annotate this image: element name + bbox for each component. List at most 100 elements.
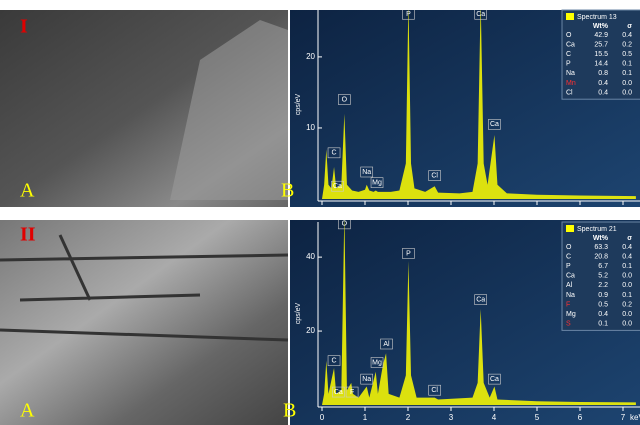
table-header: σ [627,235,632,242]
x-tick-label: 2 [406,413,411,422]
table-cell: 42.9 [594,32,608,39]
table-cell: 0.1 [622,70,632,77]
y-axis-label: cps/eV [295,93,302,115]
table-cell: 0.4 [598,311,608,318]
table-cell: Ca [566,273,575,280]
legend-swatch [566,13,574,20]
table-cell: 0.4 [622,32,632,39]
y-tick-label: 40 [306,252,315,261]
x-tick-label: 1 [363,207,368,216]
peak-label: Al [383,341,390,348]
peak-label: C [332,150,337,157]
table-cell: 0.0 [622,321,632,328]
x-axis-label: keV [630,413,640,422]
table-cell: 0.0 [622,89,632,96]
table-cell: 14.4 [594,61,608,68]
legend-swatch [566,225,574,232]
y-axis-label: cps/eV [295,302,302,324]
table-cell: P [566,263,571,270]
x-tick-label: 6 [578,207,583,216]
table-header: Wt% [593,235,609,242]
peak-label: Ca [334,389,343,396]
table-cell: 0.0 [622,282,632,289]
table-cell: P [566,61,571,68]
image-label: A [20,400,35,422]
peak-label: F [350,389,354,396]
peak-label: P [406,11,411,18]
panel-label: II [20,224,36,246]
x-tick-label: 4 [492,207,497,216]
table-cell: 0.2 [622,301,632,308]
peak-label: Ca [333,183,342,190]
peak-label: Na [362,169,371,176]
table-cell: 0.1 [622,61,632,68]
table-cell: 0.4 [598,89,608,96]
table-cell: 25.7 [594,41,608,48]
table-cell: Mn [566,80,576,87]
table-cell: C [566,51,571,58]
peak-label: Ca [476,11,485,18]
table-cell: 0.0 [622,273,632,280]
peak-label: Cl [431,387,438,394]
table-cell: Na [566,70,575,77]
table-cell: F [566,301,570,308]
x-tick-label: 5 [535,207,540,216]
legend-label: Spectrum 21 [577,226,617,233]
table-cell: Mg [566,311,576,318]
x-tick-label: 0 [320,207,325,216]
table-cell: 0.4 [598,80,608,87]
table-cell: 0.5 [622,51,632,58]
table-cell: 15.5 [594,51,608,58]
table-cell: 5.2 [598,273,608,280]
table-cell: 20.8 [594,253,608,260]
x-tick-label: 2 [406,207,411,216]
spectrum-label: B [283,400,296,422]
peak-label: Ca [490,376,499,383]
table-cell: C [566,253,571,260]
peak-label: C [332,357,337,364]
table-cell: 6.7 [598,263,608,270]
x-tick-label: 7 [621,413,626,422]
table-cell: 0.4 [622,244,632,251]
table-cell: 0.0 [622,311,632,318]
table-cell: 0.8 [598,70,608,77]
table-cell: O [566,32,572,39]
peak-label: Mg [372,180,382,187]
x-tick-label: 0 [320,413,325,422]
y-tick-label: 20 [306,52,315,61]
image-label: A [20,180,35,202]
table-cell: Na [566,292,575,299]
table-header: σ [627,23,632,30]
peak-label: Na [362,376,371,383]
table-cell: Al [566,282,573,289]
table-cell: 0.1 [598,321,608,328]
y-tick-label: 10 [306,123,315,132]
table-cell: O [566,244,572,251]
x-tick-label: 4 [492,413,497,422]
table-cell: 0.1 [622,292,632,299]
table-header: Wt% [593,23,609,30]
table-cell: S [566,321,571,328]
figure: I A B II A B 012345671020keVcps/eVCCaONa… [0,0,640,425]
peak-label: Ca [490,121,499,128]
table-cell: 0.5 [598,301,608,308]
peak-label: P [406,250,411,257]
peak-label: O [342,221,348,228]
x-axis-label: keV [630,207,640,216]
x-tick-label: 1 [363,413,368,422]
table-cell: 0.4 [622,253,632,260]
spectrum-label: B [281,180,294,202]
x-tick-label: 7 [621,207,626,216]
panel-label: I [20,16,28,38]
peak-label: Mg [372,359,382,366]
x-tick-label: 6 [578,413,583,422]
table-cell: 0.1 [622,263,632,270]
table-cell: Ca [566,41,575,48]
table-cell: 2.2 [598,282,608,289]
peak-label: O [342,96,348,103]
table-cell: Cl [566,89,573,96]
sem-image [0,220,288,425]
legend-label: Spectrum 13 [577,14,617,21]
x-tick-label: 3 [449,207,454,216]
